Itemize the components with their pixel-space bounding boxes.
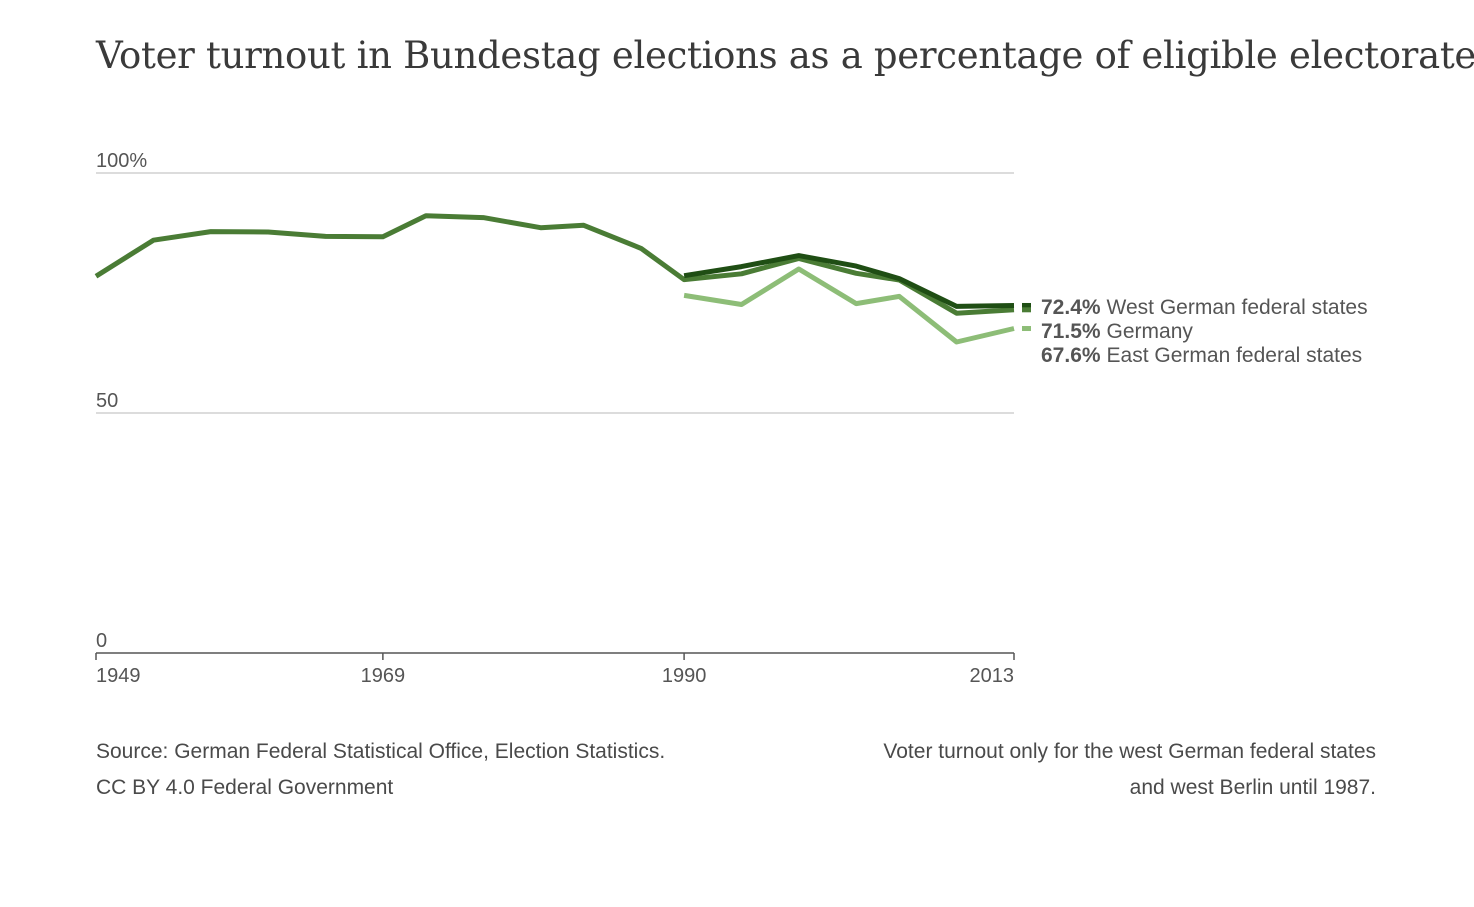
end-value-west: 72.4% — [1041, 296, 1101, 319]
series-line-east — [683, 266, 1015, 345]
series-name-germany: Germany — [1107, 320, 1194, 343]
end-marker-west — [1022, 302, 1031, 308]
series-lines — [94, 213, 1015, 345]
end-value-germany: 71.5% — [1041, 320, 1101, 343]
end-labels: 72.4% West German federal states 71.5% Germ… — [1022, 296, 1368, 367]
source-line-1: Source: German Federal Statistical Offic… — [96, 740, 666, 763]
y-tick-label: 50 — [96, 390, 118, 412]
x-tick-label: 1949 — [96, 665, 141, 687]
x-axis: 1949 1969 1990 2013 — [95, 652, 1015, 687]
end-label-east: 67.6% East German federal states — [1041, 344, 1362, 367]
x-tick-label: 1969 — [361, 665, 406, 687]
footnote-line-2: and west Berlin until 1987. — [1129, 776, 1376, 799]
chart-title: Voter turnout in Bundestag elections as … — [96, 34, 1474, 77]
footnote-line-1: Voter turnout only for the west German f… — [883, 740, 1376, 763]
x-tick-label: 1990 — [662, 665, 707, 687]
source-line-2: CC BY 4.0 Federal Government — [96, 776, 394, 799]
y-tick-label: 100% — [96, 150, 147, 172]
series-name-east: East German federal states — [1107, 344, 1363, 367]
source-note: Source: German Federal Statistical Offic… — [96, 734, 665, 806]
end-label-germany: 71.5% Germany — [1041, 320, 1193, 343]
series-line-west — [683, 253, 1015, 309]
series-line-germany — [94, 213, 1015, 316]
end-value-east: 67.6% — [1041, 344, 1101, 367]
y-tick-label: 0 — [96, 630, 107, 652]
end-marker-east — [1022, 326, 1031, 332]
grid-lines — [96, 172, 1014, 414]
line-chart: 100% 50 0 1949 1969 1990 2013 72.4% West Germa… — [94, 150, 1368, 687]
footnote: Voter turnout only for the west German f… — [883, 734, 1376, 806]
x-tick-label: 2013 — [970, 665, 1015, 687]
series-name-west: West German federal states — [1107, 296, 1368, 319]
end-marker-germany — [1022, 307, 1031, 313]
y-axis-tick-labels: 100% 50 0 — [96, 150, 147, 652]
end-label-west: 72.4% West German federal states — [1041, 296, 1368, 319]
